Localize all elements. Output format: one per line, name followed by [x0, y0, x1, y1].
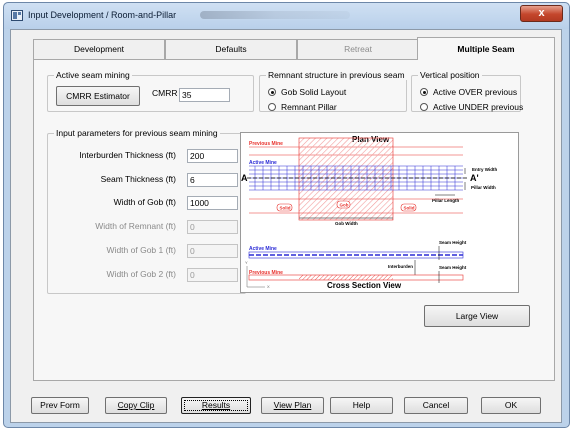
cmrr-estimator-button[interactable]: CMRR Estimator: [56, 86, 140, 106]
interburden-label: Interburden: [388, 264, 413, 269]
active-under-previous-label: Active UNDER previous: [433, 102, 524, 112]
plan-previous-mine-label: Previous Mine: [249, 141, 283, 147]
section-a-label: A: [241, 173, 248, 183]
cmrr-label: CMRR: [152, 88, 178, 98]
dialog-window: Input Development / Room-and-Pillar x De…: [3, 2, 570, 428]
gob-label: Gob: [340, 203, 349, 208]
vertical-position-group-label: Vertical position: [418, 70, 482, 80]
blurred-title-suffix: [200, 11, 350, 19]
tab-development[interactable]: Development: [33, 39, 165, 59]
width-of-gob-input[interactable]: 1000: [187, 196, 238, 210]
plan-active-mine-label: Active Mine: [249, 160, 277, 166]
seam-thickness-label: Seam Thickness (ft): [100, 174, 176, 184]
copy-clip-button[interactable]: Copy Clip: [105, 397, 167, 414]
radio-selected-icon: [420, 88, 428, 96]
solid-left-badge: [276, 203, 293, 212]
cross-section-title: Cross Section View: [327, 281, 402, 290]
cancel-button[interactable]: Cancel: [404, 397, 468, 414]
previous-seam-group-label: Input parameters for previous seam minin…: [54, 128, 220, 138]
active-over-previous-label: Active OVER previous: [433, 87, 518, 97]
results-button[interactable]: Results: [181, 397, 251, 414]
section-a-prime-label: A': [470, 173, 479, 183]
radio-unselected-icon: [420, 103, 428, 111]
pillar-width-label: Pillar Width: [471, 185, 496, 190]
gob-width-label: Gob Width: [335, 221, 358, 226]
width-of-gob-2-input: 0: [187, 268, 238, 282]
seam-thickness-input[interactable]: 6: [187, 173, 238, 187]
title-bar[interactable]: Input Development / Room-and-Pillar x: [4, 3, 569, 29]
active-seam-group-label: Active seam mining: [54, 70, 132, 80]
vertical-position-group: Vertical position Active OVER previous A…: [411, 70, 523, 112]
previous-seam-group: Input parameters for previous seam minin…: [47, 128, 246, 294]
window-title: Input Development / Room-and-Pillar: [28, 10, 177, 20]
radio-selected-icon: [268, 88, 276, 96]
width-of-gob-1-label: Width of Gob 1 (ft): [106, 245, 176, 255]
active-over-previous-radio[interactable]: Active OVER previous: [420, 87, 517, 97]
solid-right-label: Solid: [404, 206, 415, 211]
remnant-structure-group: Remnant structure in previous seam Gob S…: [259, 70, 407, 112]
plan-and-section-diagram: Plan View Previous Mine Active Mine: [240, 132, 519, 293]
width-of-gob-2-label: Width of Gob 2 (ft): [106, 269, 176, 279]
remnant-pillar-label: Remnant Pillar: [281, 102, 337, 112]
remnant-pillar-radio[interactable]: Remnant Pillar: [268, 102, 337, 112]
entry-width-label: Entry Width: [472, 167, 497, 172]
width-of-gob-label: Width of Gob (ft): [113, 197, 176, 207]
interburden-thickness-label: Interburden Thickness (ft): [79, 150, 176, 160]
interburden-thickness-input[interactable]: 200: [187, 149, 238, 163]
gob-solid-layout-radio[interactable]: Gob Solid Layout: [268, 87, 346, 97]
gob-badge: [336, 200, 351, 209]
tab-retreat: Retreat: [297, 39, 419, 59]
y-axis-label: Y: [245, 260, 248, 265]
copy-clip-label: Copy Clip: [117, 400, 155, 410]
app-icon: [11, 10, 23, 21]
tab-multiple-seam[interactable]: Multiple Seam: [417, 37, 555, 60]
ok-button[interactable]: OK: [481, 397, 541, 414]
gob-solid-layout-label: Gob Solid Layout: [281, 87, 347, 97]
x-axis-label: X: [267, 284, 270, 289]
large-view-button[interactable]: Large View: [424, 305, 530, 327]
close-button[interactable]: x: [520, 5, 563, 22]
remnant-structure-group-label: Remnant structure in previous seam: [266, 70, 407, 80]
seam-height-label-top: Seam Height: [439, 240, 467, 245]
results-label: Results: [201, 400, 231, 410]
section-previous-mine-label: Previous Mine: [249, 270, 283, 276]
active-under-previous-radio[interactable]: Active UNDER previous: [420, 102, 523, 112]
width-of-remnant-input: 0: [187, 220, 238, 234]
section-active-mine-label: Active Mine: [249, 246, 277, 252]
solid-left-label: Solid: [280, 206, 291, 211]
close-icon: x: [538, 7, 545, 19]
view-plan-button[interactable]: View Plan: [261, 397, 324, 414]
cmrr-input[interactable]: 35: [179, 88, 230, 102]
seam-height-label-bottom: Seam Height: [439, 265, 467, 270]
tab-defaults[interactable]: Defaults: [165, 39, 297, 59]
help-button[interactable]: Help: [330, 397, 393, 414]
previous-seam-gob-section: [299, 275, 393, 280]
width-of-gob-1-input: 0: [187, 244, 238, 258]
view-plan-label: View Plan: [273, 400, 312, 410]
solid-right-badge: [400, 203, 417, 212]
active-seam-group: Active seam mining CMRR Estimator CMRR 3…: [47, 70, 254, 112]
dialog-client-area: Development Defaults Retreat Multiple Se…: [10, 29, 562, 423]
radio-unselected-icon: [268, 103, 276, 111]
prev-form-button[interactable]: Prev Form: [31, 397, 89, 414]
diagram-svg: Plan View Previous Mine Active Mine: [241, 135, 497, 290]
width-of-remnant-label: Width of Remnant (ft): [95, 221, 176, 231]
pillar-length-label: Pillar Length: [432, 198, 460, 203]
